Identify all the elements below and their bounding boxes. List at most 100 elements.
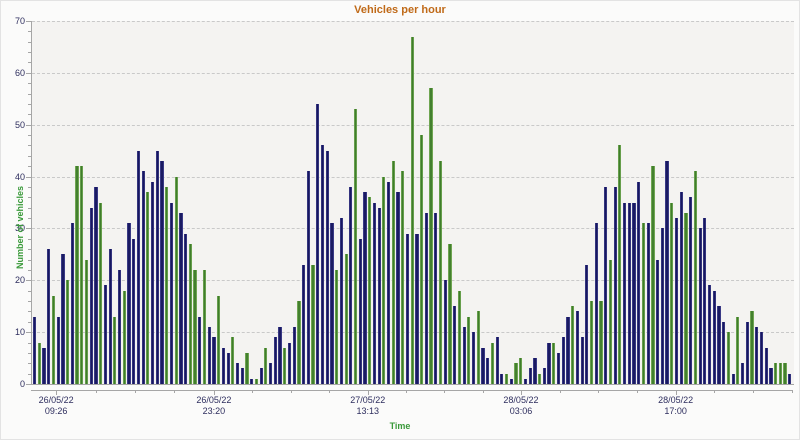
y-minor-tick [28,93,31,95]
bar-navy [632,202,636,384]
bar-navy [689,197,693,384]
x-tick-label: 28/05/22 03:06 [503,395,539,416]
y-minor-tick [28,41,31,43]
bar-green [202,269,207,384]
bar-navy [278,326,282,384]
bar-green [193,269,197,384]
y-minor-tick [28,342,31,344]
bar-green [505,373,509,384]
bar-green [457,290,461,384]
bar-green [99,202,103,384]
bar-green [420,135,424,384]
bar-green [783,363,787,384]
x-minor-tick [329,390,331,393]
y-minor-tick [28,301,31,303]
y-minor-tick [28,145,31,147]
bar-navy [674,218,679,384]
bar-navy [566,316,570,384]
bar-green [254,378,259,384]
bar-navy [623,202,627,384]
bar-green [382,176,386,384]
bar-navy [637,181,641,384]
bar-navy [151,181,155,384]
bar-green [490,342,495,384]
y-tick-label: 0 [19,379,25,389]
bar-navy [141,171,145,384]
x-minor-tick [444,390,446,393]
bar-green [264,347,268,384]
y-minor-tick [28,207,31,209]
bar-green [476,311,480,384]
y-minor-tick [28,103,31,105]
bar-green [538,373,542,384]
bar-navy [306,171,310,384]
y-major-tick [26,384,31,385]
bar-navy [325,150,329,384]
bar-navy [788,373,792,384]
bar-navy [523,378,528,384]
bar-navy [731,373,735,384]
x-minor-tick [559,390,561,393]
y-major-tick [26,72,31,74]
y-major-tick [26,332,31,334]
bar-green [165,186,169,384]
bar-navy [561,337,565,384]
y-minor-tick [28,155,31,157]
bar-navy [221,347,225,384]
x-minor-tick [135,390,136,393]
bar-green [75,166,79,384]
bar-navy [132,238,136,384]
bar-green [37,342,41,384]
bar-green [84,259,89,384]
bar-navy [665,161,669,384]
y-minor-tick [28,197,31,199]
bar-navy [443,280,447,384]
plot-area [31,21,794,385]
bar-green [66,280,70,384]
x-major-tick [520,390,522,395]
bar-green [618,145,622,384]
x-major-tick [56,390,58,395]
bar-green [684,212,688,384]
bar-navy [495,337,499,384]
bar-green [297,301,301,384]
bar-navy [235,363,240,384]
bar-navy [769,368,773,384]
bar-navy [453,306,457,384]
bar-navy [61,254,65,384]
bar-green [231,337,235,384]
bar-navy [302,264,306,384]
bar-navy [42,347,46,384]
bar-green [353,109,358,384]
y-tick-label: 20 [14,275,25,286]
bar-navy [703,218,707,384]
y-major-tick [26,21,31,22]
bar-navy [594,223,598,384]
bar-navy [70,223,74,384]
x-minor-tick [752,390,754,393]
bar-green [774,363,778,384]
y-minor-tick [28,259,31,261]
bar-navy [646,223,650,384]
bar-green [438,161,443,384]
y-minor-tick [28,52,31,54]
bar-green [467,316,471,384]
bar-navy [486,358,490,384]
bar-navy [580,337,584,384]
y-major-tick [26,176,31,178]
bar-green [113,316,117,384]
bar-navy [547,342,551,384]
bar-navy [712,290,716,384]
bar-navy [33,316,37,384]
bar-navy [320,145,325,384]
bar-green [283,347,287,384]
bar-green [344,254,348,384]
bar-green [217,295,221,384]
bar-green [401,171,405,384]
bar-navy [717,306,721,384]
y-minor-tick [28,62,31,64]
bar-navy [179,212,183,384]
bar-navy [226,352,230,384]
bar-navy [349,186,353,384]
bar-navy [250,378,254,384]
